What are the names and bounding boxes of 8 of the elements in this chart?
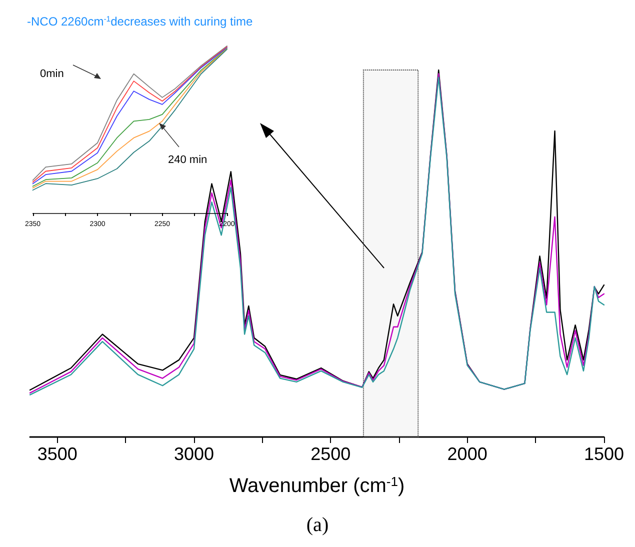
x-tick-label: 3000	[174, 444, 214, 464]
x-tick-label: 2500	[310, 444, 351, 464]
text: (a)	[306, 514, 329, 536]
x-tick-label: 3500	[37, 444, 78, 464]
annotation: 240 min	[168, 154, 208, 166]
x-tick-label: 1500	[584, 444, 624, 464]
annotation: 0min	[40, 68, 64, 80]
x-tick-label: 2000	[447, 444, 488, 464]
